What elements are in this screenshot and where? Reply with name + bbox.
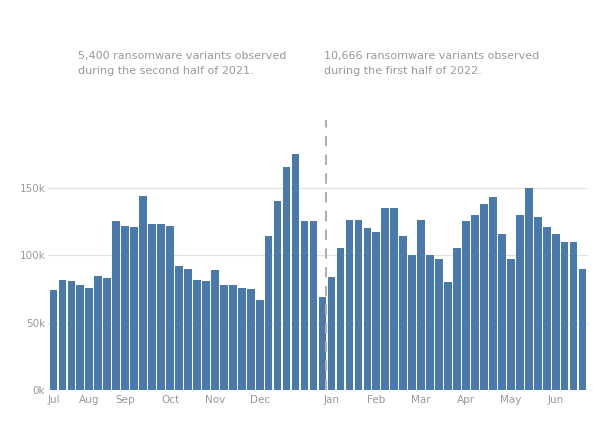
Bar <box>355 220 362 390</box>
Bar <box>184 269 192 390</box>
Bar <box>130 227 138 390</box>
Bar <box>543 227 551 390</box>
Bar <box>400 236 407 390</box>
Bar <box>418 220 425 390</box>
Bar <box>462 221 470 390</box>
Bar <box>328 277 335 390</box>
Bar <box>301 221 308 390</box>
Bar <box>175 266 183 390</box>
Bar <box>148 224 156 390</box>
Bar <box>570 242 577 390</box>
Bar <box>579 269 586 390</box>
Bar <box>211 270 218 390</box>
Bar <box>193 280 201 390</box>
Bar <box>238 288 245 390</box>
Bar <box>274 201 281 390</box>
Bar <box>85 288 93 390</box>
Bar <box>453 248 461 390</box>
Bar <box>166 226 174 390</box>
Bar <box>139 196 147 390</box>
Text: 10,666 ransomware variants observed
during the first half of 2022.: 10,666 ransomware variants observed duri… <box>324 51 539 76</box>
Bar <box>265 236 272 390</box>
Bar <box>229 285 236 390</box>
Bar <box>498 234 506 390</box>
Bar <box>552 234 560 390</box>
Bar <box>534 218 542 390</box>
Bar <box>202 281 209 390</box>
Bar <box>507 259 515 390</box>
Bar <box>256 300 263 390</box>
Bar <box>382 208 389 390</box>
Bar <box>364 228 371 390</box>
Bar <box>516 215 524 390</box>
Bar <box>103 278 111 390</box>
Bar <box>310 221 317 390</box>
Bar <box>444 282 452 390</box>
Bar <box>435 259 443 390</box>
Bar <box>247 289 254 390</box>
Bar <box>409 255 416 390</box>
Bar <box>471 215 479 390</box>
Bar <box>525 188 533 390</box>
Bar <box>427 255 434 390</box>
Bar <box>94 275 102 390</box>
Bar <box>157 224 165 390</box>
Bar <box>337 248 344 390</box>
Bar <box>346 220 353 390</box>
Bar <box>68 281 75 390</box>
Bar <box>112 221 120 390</box>
Bar <box>561 242 568 390</box>
Bar <box>76 285 84 390</box>
Bar <box>292 154 299 390</box>
Bar <box>283 167 290 390</box>
Bar <box>59 280 66 390</box>
Bar <box>373 232 380 390</box>
Text: 5,400 ransomware variants observed
during the second half of 2021.: 5,400 ransomware variants observed durin… <box>78 51 286 76</box>
Bar <box>319 297 326 390</box>
Bar <box>220 285 227 390</box>
Bar <box>489 197 497 390</box>
Bar <box>50 290 57 390</box>
Bar <box>480 204 488 390</box>
Bar <box>391 208 398 390</box>
Bar <box>121 226 129 390</box>
